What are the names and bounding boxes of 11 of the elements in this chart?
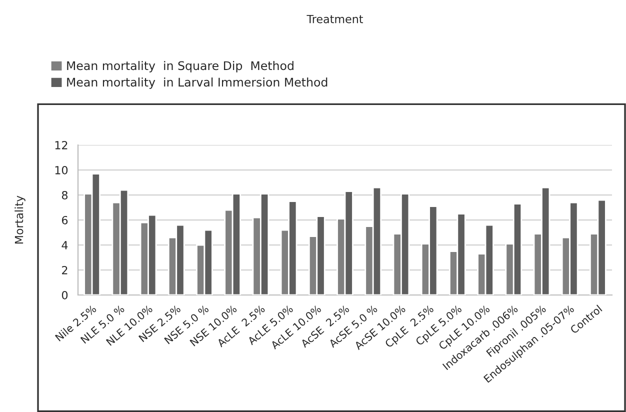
y-axis-title: Mortality: [14, 196, 26, 244]
y-tick-label: 6: [62, 216, 68, 224]
y-tick-label: 2: [62, 266, 68, 274]
legend-label: Mean mortality in Larval Immersion Method: [67, 77, 328, 89]
y-tick-label: 4: [62, 241, 68, 250]
y-tick-label: 10: [55, 166, 68, 174]
legend-label: Mean mortality in Square Dip Method: [67, 60, 294, 72]
chart-title: Treatment: [306, 14, 363, 24]
y-tick-label: 12: [55, 140, 68, 150]
y-tick-label: 8: [62, 190, 68, 200]
y-tick-label: 0: [62, 290, 68, 300]
